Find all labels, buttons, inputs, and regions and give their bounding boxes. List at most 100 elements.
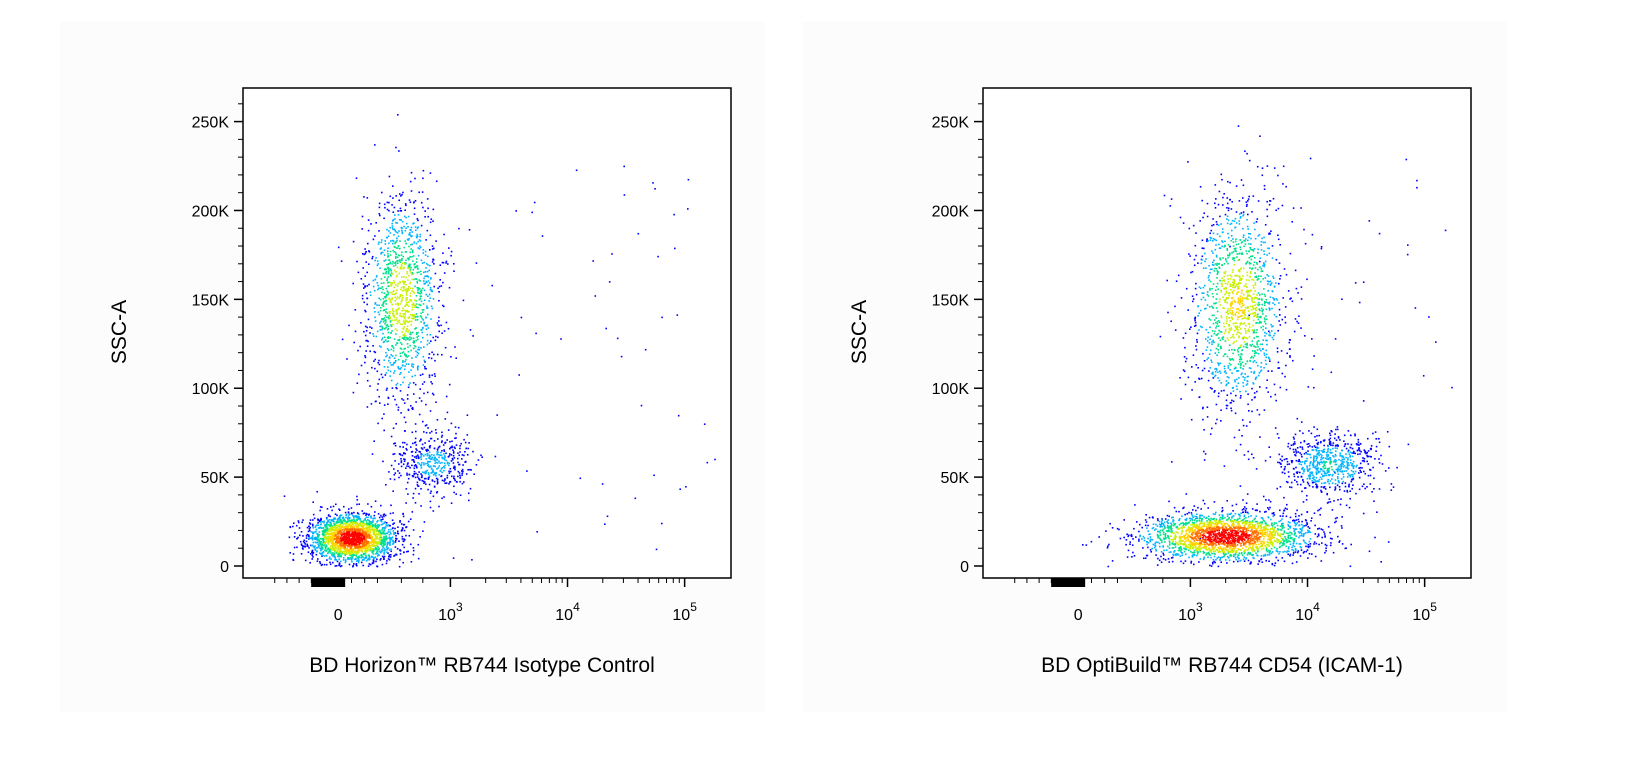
event-dot	[380, 550, 382, 552]
event-dot	[435, 240, 437, 242]
event-dot	[1195, 232, 1197, 234]
event-dot	[535, 332, 537, 335]
event-dot	[427, 284, 429, 287]
event-dot	[1307, 386, 1310, 388]
event-dot	[387, 403, 389, 405]
event-dot	[1300, 483, 1302, 486]
event-dot	[1308, 430, 1310, 432]
event-dot	[1306, 494, 1308, 497]
event-dot	[378, 304, 380, 307]
event-dot	[1414, 307, 1417, 309]
event-dot	[445, 260, 448, 263]
event-dot	[1369, 474, 1372, 477]
event-dot	[423, 282, 425, 285]
event-dot	[1276, 487, 1278, 490]
event-dot	[1277, 238, 1280, 241]
event-dot	[1332, 444, 1334, 447]
event-dot	[1334, 487, 1337, 490]
event-dot	[419, 233, 421, 236]
event-dot	[1258, 560, 1260, 562]
event-dot	[1282, 515, 1284, 517]
event-dot	[1195, 254, 1197, 257]
event-dot	[1275, 209, 1277, 212]
event-dot	[416, 351, 419, 354]
event-dot	[425, 367, 427, 370]
event-dot	[378, 524, 380, 527]
event-dot	[404, 229, 407, 232]
event-dot	[533, 201, 536, 204]
event-dot	[1248, 195, 1250, 198]
event-dot	[351, 557, 354, 559]
event-dot	[1327, 445, 1329, 448]
event-dot	[1368, 220, 1371, 222]
event-dot	[1339, 503, 1342, 506]
event-dot	[368, 514, 370, 516]
event-dot	[1203, 429, 1205, 431]
event-dot	[1286, 503, 1288, 506]
event-dot	[536, 531, 538, 533]
event-dot	[1189, 255, 1191, 257]
event-dot	[1283, 468, 1286, 470]
event-dot	[344, 560, 347, 562]
event-dot	[369, 350, 371, 353]
event-dot	[417, 254, 420, 257]
event-dot	[418, 191, 420, 194]
event-dot	[352, 240, 355, 243]
event-dot	[308, 529, 311, 532]
event-dot	[1317, 528, 1319, 530]
event-dot	[418, 348, 421, 351]
event-dot	[412, 366, 414, 368]
event-dot	[420, 259, 423, 262]
event-dot	[1307, 450, 1309, 452]
event-dot	[377, 513, 380, 515]
event-dot	[461, 482, 464, 485]
event-dot	[379, 402, 381, 404]
event-dot	[1337, 499, 1339, 501]
event-dot	[1292, 554, 1294, 556]
event-dot	[1230, 392, 1232, 395]
event-dot	[393, 442, 395, 445]
event-dot	[393, 522, 395, 524]
event-dot	[401, 232, 404, 235]
event-dot	[452, 451, 455, 453]
event-dot	[358, 503, 360, 505]
event-dot	[428, 476, 430, 478]
event-dot	[601, 483, 604, 485]
event-dot	[1392, 486, 1395, 488]
event-dot	[309, 519, 312, 521]
event-dot	[1348, 483, 1350, 486]
event-dot	[1343, 434, 1346, 437]
event-dot	[1247, 450, 1249, 453]
event-dot	[434, 375, 436, 377]
event-dot	[430, 430, 433, 433]
event-dot	[381, 337, 384, 339]
event-dot	[334, 565, 337, 567]
event-dot	[412, 492, 415, 495]
event-dot	[616, 337, 619, 340]
event-dot	[365, 251, 367, 253]
event-dot	[1286, 508, 1288, 510]
event-dot	[409, 234, 412, 237]
event-dot	[458, 454, 460, 457]
event-dot	[1319, 441, 1322, 444]
event-dot	[412, 459, 415, 461]
event-dot	[325, 554, 328, 557]
event-dot	[1329, 531, 1331, 534]
event-dot	[371, 366, 373, 369]
event-dot	[413, 207, 416, 210]
event-dot	[435, 180, 438, 183]
event-dot	[1296, 471, 1299, 473]
event-dot	[395, 553, 397, 555]
event-dot	[1241, 419, 1244, 421]
event-dot	[443, 330, 446, 332]
event-dot	[397, 367, 400, 369]
event-dot	[434, 272, 437, 275]
event-dot	[455, 357, 457, 359]
event-dot	[425, 470, 427, 473]
event-dot	[1278, 437, 1280, 439]
event-dot	[372, 333, 374, 335]
event-dot	[414, 476, 417, 479]
event-dot	[1251, 399, 1253, 401]
event-dot	[397, 530, 399, 533]
event-dot	[1261, 167, 1264, 169]
